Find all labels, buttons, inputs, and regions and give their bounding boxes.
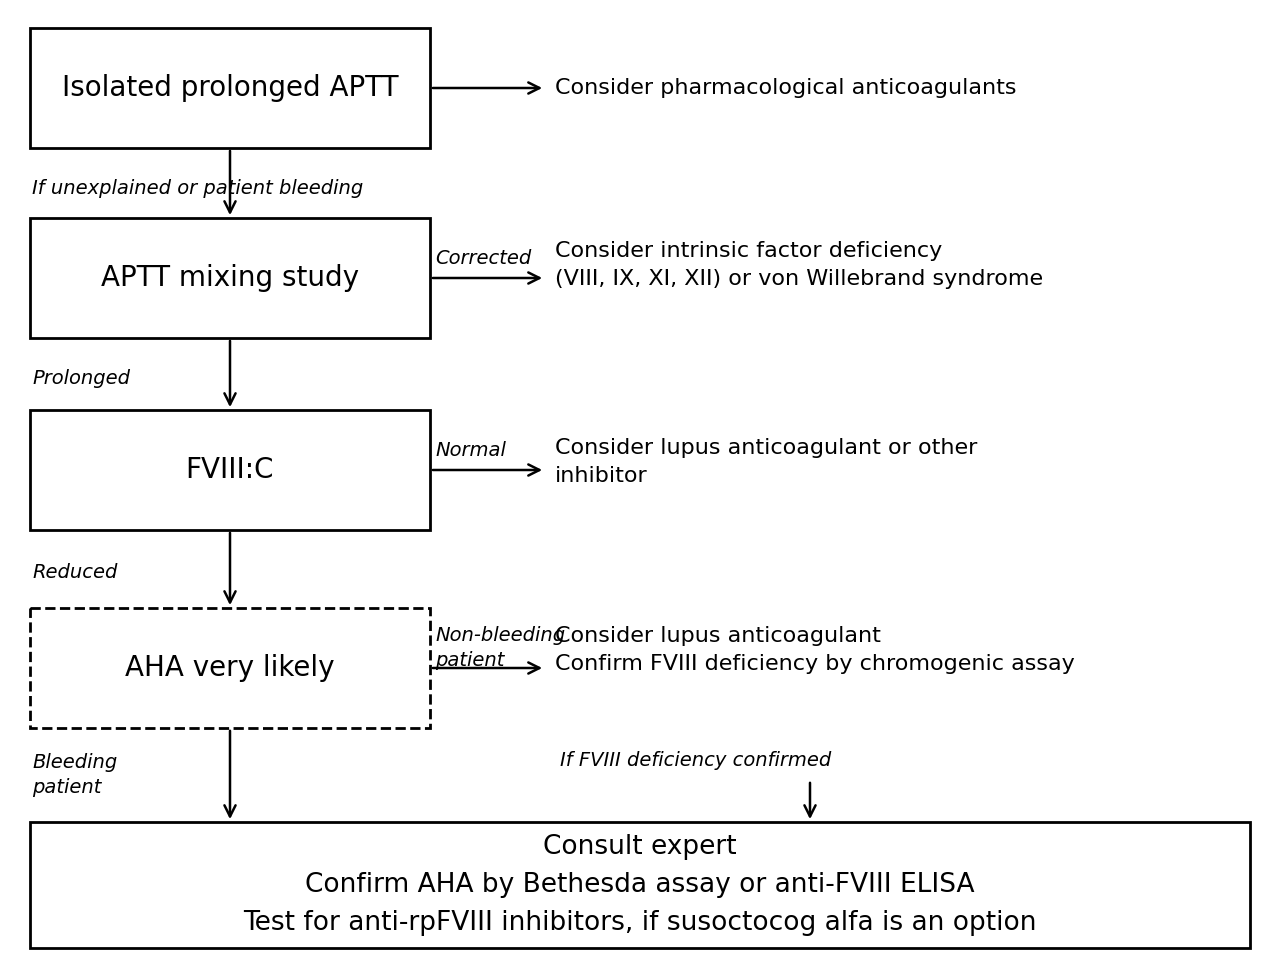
- Text: Consult expert
Confirm AHA by Bethesda assay or anti-FVIII ELISA
Test for anti-r: Consult expert Confirm AHA by Bethesda a…: [243, 834, 1037, 936]
- Bar: [29, 28, 430, 148]
- Text: Consider lupus anticoagulant or other
inhibitor: Consider lupus anticoagulant or other in…: [556, 438, 978, 486]
- Bar: [29, 218, 430, 338]
- Text: APTT mixing study: APTT mixing study: [101, 264, 358, 292]
- Text: AHA very likely: AHA very likely: [125, 654, 335, 682]
- Text: Reduced: Reduced: [32, 562, 118, 582]
- Bar: [29, 608, 430, 728]
- Text: If unexplained or patient bleeding: If unexplained or patient bleeding: [32, 178, 364, 197]
- Bar: [29, 822, 1251, 948]
- Text: Consider intrinsic factor deficiency
(VIII, IX, XI, XII) or von Willebrand syndr: Consider intrinsic factor deficiency (VI…: [556, 241, 1043, 289]
- Text: Normal: Normal: [435, 441, 506, 460]
- Text: Prolonged: Prolonged: [32, 369, 131, 387]
- Text: Non-bleeding
patient: Non-bleeding patient: [435, 626, 566, 670]
- Text: If FVIII deficiency confirmed: If FVIII deficiency confirmed: [561, 750, 831, 769]
- Text: Bleeding
patient: Bleeding patient: [32, 753, 118, 797]
- Text: FVIII:C: FVIII:C: [186, 456, 274, 484]
- Bar: [29, 410, 430, 530]
- Text: Consider pharmacological anticoagulants: Consider pharmacological anticoagulants: [556, 78, 1016, 98]
- Text: Consider lupus anticoagulant
Confirm FVIII deficiency by chromogenic assay: Consider lupus anticoagulant Confirm FVI…: [556, 626, 1075, 674]
- Text: Isolated prolonged APTT: Isolated prolonged APTT: [61, 74, 398, 102]
- Text: Corrected: Corrected: [435, 248, 531, 267]
